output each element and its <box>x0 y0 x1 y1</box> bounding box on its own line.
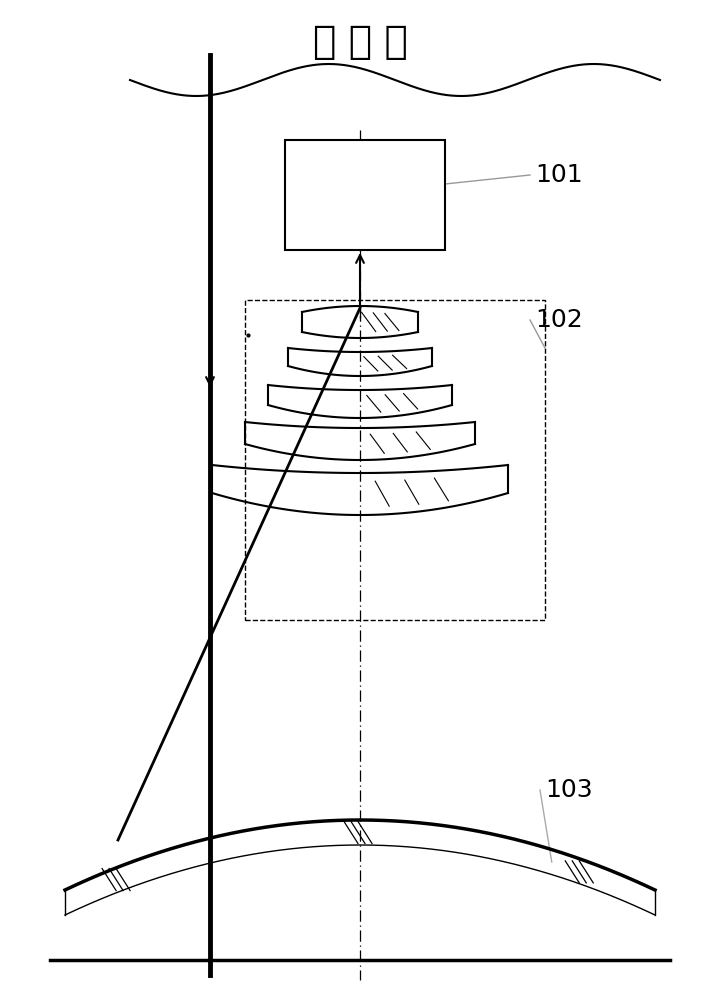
Bar <box>245 300 545 620</box>
Text: 大 气 层: 大 气 层 <box>313 23 408 61</box>
Text: 101: 101 <box>535 163 582 187</box>
Text: 103: 103 <box>545 778 592 802</box>
Text: 102: 102 <box>535 308 583 332</box>
Bar <box>285 140 445 250</box>
